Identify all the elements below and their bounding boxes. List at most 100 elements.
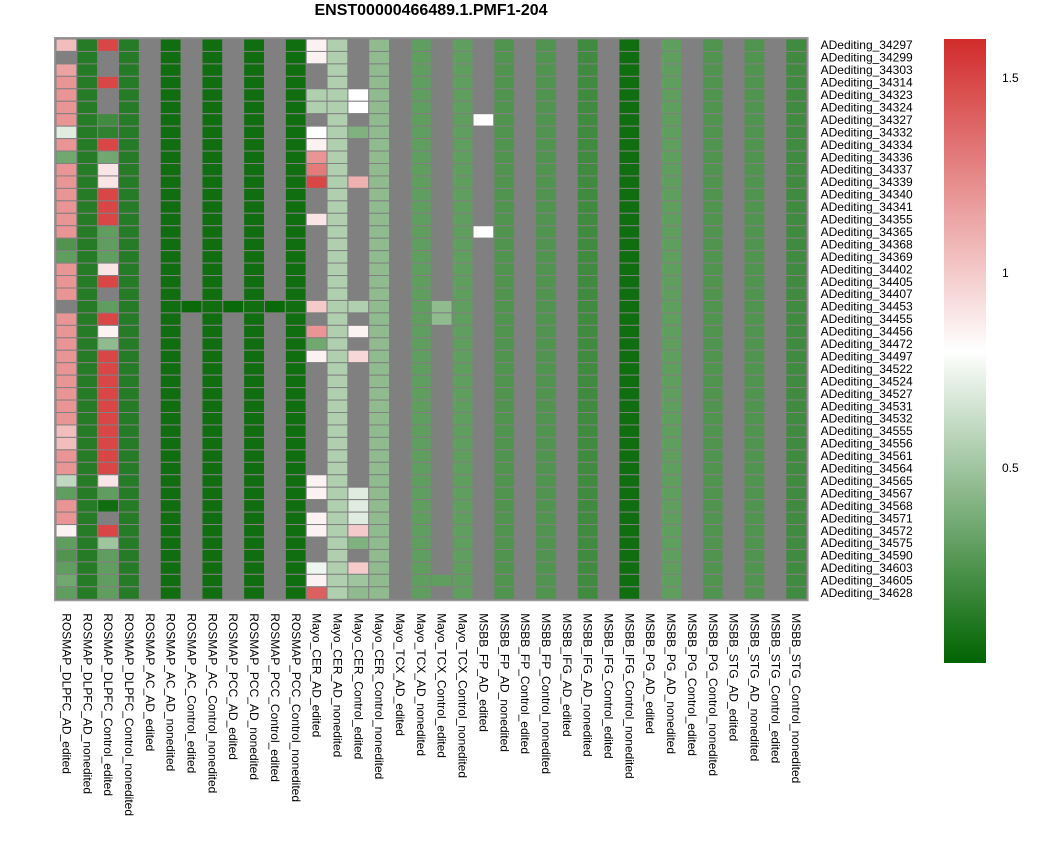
heatmap-cell: [97, 573, 120, 588]
heatmap-cell: [409, 548, 432, 563]
heatmap-cell: [743, 436, 766, 451]
heatmap-cell: [535, 63, 557, 77]
heatmap-cell: [201, 38, 224, 52]
heatmap-cell: [660, 100, 683, 115]
heatmap-cell: [764, 573, 787, 588]
heatmap-cell: [472, 125, 495, 140]
heatmap-cell: [639, 337, 662, 351]
heatmap-cell: [618, 200, 641, 214]
heatmap-cell: [409, 362, 432, 376]
heatmap-cell: [97, 486, 120, 501]
heatmap-cell: [743, 424, 766, 438]
heatmap-cell: [138, 349, 161, 364]
heatmap-cell: [743, 324, 766, 339]
heatmap-cell: [159, 38, 182, 52]
heatmap-cell: [493, 412, 516, 426]
heatmap-cell: [76, 150, 99, 165]
heatmap-cell: [368, 75, 391, 90]
heatmap-cell: [347, 337, 370, 351]
heatmap-cell: [389, 548, 411, 563]
heatmap-cell: [389, 524, 411, 538]
heatmap-cell: [639, 486, 662, 501]
heatmap-cell: [76, 586, 99, 600]
heatmap-cell: [514, 486, 537, 501]
heatmap-cell: [722, 436, 745, 451]
heatmap-cell: [681, 486, 703, 501]
heatmap-cell: [243, 75, 265, 90]
heatmap-cell: [368, 150, 391, 165]
heatmap-cell: [409, 499, 432, 513]
row-label: ADediting_34603: [821, 561, 913, 575]
heatmap-cell: [76, 474, 99, 488]
heatmap-cell: [55, 524, 78, 538]
heatmap-cell: [180, 200, 203, 214]
heatmap-cell: [368, 138, 391, 152]
heatmap-cell: [368, 187, 391, 202]
heatmap-cell: [389, 511, 411, 526]
heatmap-cell: [681, 424, 703, 438]
heatmap-cell: [222, 511, 245, 526]
heatmap-cell: [660, 573, 683, 588]
heatmap-cell: [701, 362, 724, 376]
heatmap-cell: [576, 175, 599, 189]
heatmap-cell: [555, 461, 578, 476]
heatmap-cell: [597, 250, 620, 264]
heatmap-cell: [201, 175, 224, 189]
row-label: ADediting_34303: [821, 63, 913, 77]
heatmap-cell: [576, 536, 599, 550]
heatmap-cell: [472, 75, 495, 90]
heatmap-cell: [472, 212, 495, 227]
heatmap-cell: [368, 312, 391, 326]
heatmap-cell: [451, 349, 474, 364]
heatmap-cell: [535, 275, 557, 289]
heatmap-cell: [138, 138, 161, 152]
heatmap-cell: [118, 187, 140, 202]
heatmap-cell: [264, 312, 286, 326]
heatmap-cell: [284, 63, 307, 77]
heatmap-cell: [555, 387, 578, 401]
heatmap-cell: [243, 200, 265, 214]
heatmap-cell: [76, 387, 99, 401]
heatmap-cell: [597, 237, 620, 252]
heatmap-cell: [722, 362, 745, 376]
heatmap-cell: [576, 212, 599, 227]
heatmap-cell: [597, 374, 620, 389]
heatmap-cell: [389, 573, 411, 588]
heatmap-cell: [138, 100, 161, 115]
heatmap-cell: [743, 399, 766, 413]
heatmap-cell: [389, 187, 411, 202]
heatmap-cell: [305, 150, 328, 165]
heatmap-cell: [159, 412, 182, 426]
heatmap-cell: [764, 524, 787, 538]
heatmap-cell: [472, 150, 495, 165]
heatmap-cell: [222, 113, 245, 127]
heatmap-cell: [159, 50, 182, 65]
heatmap-cell: [180, 150, 203, 165]
heatmap-cell: [618, 88, 641, 102]
heatmap-cell: [55, 561, 78, 575]
heatmap-cell: [180, 88, 203, 102]
column-label: MSBB_FP_Control_nonedited: [539, 613, 553, 774]
heatmap-cell: [222, 250, 245, 264]
heatmap-cell: [201, 75, 224, 90]
heatmap-cell: [222, 287, 245, 301]
heatmap-cell: [118, 38, 140, 52]
heatmap-cell: [681, 63, 703, 77]
heatmap-cell: [347, 449, 370, 463]
heatmap-cell: [264, 436, 286, 451]
heatmap-cell: [55, 88, 78, 102]
heatmap-cell: [764, 586, 787, 600]
heatmap-cell: [347, 175, 370, 189]
heatmap-cell: [493, 399, 516, 413]
heatmap-cell: [785, 387, 808, 401]
column-label: ROSMAP_AC_Control_edited: [185, 613, 199, 773]
heatmap-cell: [243, 387, 265, 401]
heatmap-cell: [138, 200, 161, 214]
heatmap-cell: [326, 312, 349, 326]
heatmap-cell: [97, 299, 120, 314]
heatmap-cell: [76, 573, 99, 588]
heatmap-cell: [722, 75, 745, 90]
heatmap-cell: [701, 125, 724, 140]
heatmap-cell: [97, 200, 120, 214]
heatmap-cell: [55, 362, 78, 376]
